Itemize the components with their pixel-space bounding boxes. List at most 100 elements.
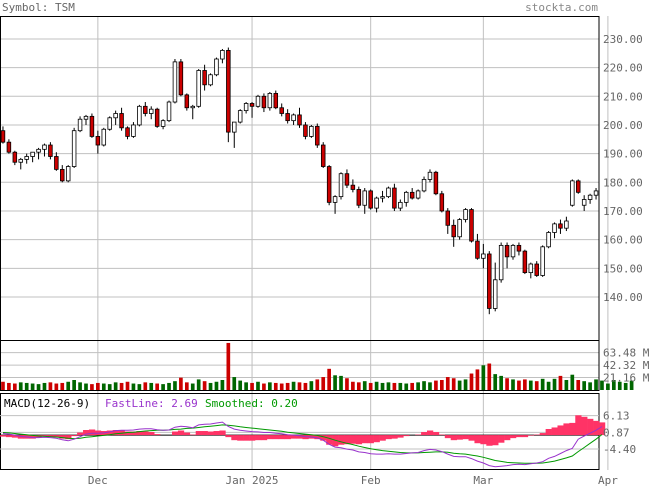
volume-bar (137, 384, 142, 390)
macd-histogram-bar (379, 435, 386, 441)
candle-body (593, 190, 599, 196)
candle-body (220, 50, 225, 60)
date-tick-label: Dec (88, 474, 108, 486)
macd-tick-label: 0.87 (603, 426, 630, 439)
macd-histogram-bar (456, 435, 463, 440)
candle-body (148, 108, 154, 114)
macd-histogram-bar (255, 435, 262, 441)
macd-histogram-bar (575, 415, 582, 436)
volume-bar (594, 379, 598, 390)
volume-bar (374, 381, 379, 390)
candle-body (564, 220, 569, 229)
candle-body (131, 124, 136, 137)
candle-body (475, 240, 480, 259)
volume-bar (457, 380, 462, 390)
macd-histogram-bar (545, 428, 552, 436)
candle-body (30, 151, 35, 157)
candle-body (154, 108, 160, 127)
volume-bar (167, 382, 171, 390)
volume-bar (528, 380, 533, 390)
candle-body (540, 246, 545, 276)
macd-histogram-bar (5, 435, 13, 438)
volume-bar (66, 381, 71, 390)
candle-body (451, 224, 456, 238)
macd-fast-line (2, 421, 603, 468)
candle-body (172, 61, 178, 103)
macd-histogram-bar (527, 435, 535, 436)
candle-body (457, 219, 462, 238)
price-tick-label: 190.00 (603, 148, 643, 161)
volume-bar (463, 379, 468, 390)
candle-body (320, 144, 326, 167)
candle-body (208, 74, 213, 86)
volume-bar (7, 382, 11, 390)
volume-bar (410, 382, 415, 390)
macd-histogram-bar (0, 435, 7, 437)
volume-bar (107, 384, 112, 390)
volume-bar (48, 382, 53, 390)
candle-body (439, 193, 445, 212)
candle-body (54, 156, 59, 170)
volume-bar (84, 383, 88, 390)
macd-histogram-bar (450, 435, 457, 441)
candle-body (576, 180, 581, 193)
candle-body (570, 180, 575, 206)
volume-bar (161, 384, 165, 390)
candle-body (421, 179, 427, 192)
volume-bar (570, 374, 575, 390)
candle-body (386, 187, 391, 198)
macd-tick-label: 6.13 (603, 410, 630, 423)
candle-body (178, 61, 184, 96)
volume-bar (623, 382, 628, 390)
macd-histogram-bar (444, 435, 452, 439)
volume-bar (398, 382, 403, 390)
macd-histogram-bar (587, 418, 594, 436)
candle-body (12, 151, 18, 163)
macd-histogram-bar (106, 430, 113, 436)
macd-histogram-bar (397, 435, 404, 438)
volume-bar (445, 377, 450, 390)
volume-bar (1, 381, 5, 390)
price-tick-label: 180.00 (603, 176, 643, 189)
macd-histogram-bar (367, 435, 374, 444)
candle-body (18, 158, 23, 163)
price-tick-label: 220.00 (603, 62, 643, 75)
volume-bar (184, 382, 189, 390)
volume-bar (244, 382, 248, 390)
volume-bar (179, 377, 183, 390)
volume-bar (226, 342, 231, 390)
volume-bar (481, 365, 486, 390)
volume-bar (339, 375, 343, 390)
candle-body (409, 191, 415, 199)
macd-histogram-bar (563, 423, 570, 436)
macd-histogram-bar (59, 435, 66, 439)
volume-bar (546, 381, 551, 390)
volume-bar (131, 383, 136, 390)
macd-histogram-bar (11, 435, 19, 438)
macd-histogram-bar (486, 435, 493, 446)
candle-body (60, 168, 65, 182)
candle-body (380, 196, 385, 199)
volume-bar (238, 380, 243, 390)
volume-bar (78, 382, 82, 390)
date-tick-label: Apr (598, 474, 618, 486)
candle-body (226, 50, 231, 133)
volume-bar (190, 383, 195, 390)
candle-body (350, 184, 356, 190)
volume-bar (125, 381, 130, 390)
volume-bar (327, 368, 331, 390)
candle-body (528, 263, 534, 274)
candle-body (492, 279, 498, 309)
macd-histogram-bar (515, 435, 523, 438)
candle-body (71, 130, 77, 167)
volume-bar (303, 382, 308, 390)
volume-bar (487, 363, 492, 390)
volume-bar (475, 369, 480, 390)
macd-histogram-bar (278, 435, 285, 440)
candle-body (415, 190, 421, 199)
macd-histogram-bar (326, 435, 333, 445)
macd-histogram-bar (290, 435, 297, 439)
macd-histogram-bar (296, 435, 303, 439)
volume-bar (582, 381, 587, 390)
macd-histogram-bar (225, 435, 232, 438)
